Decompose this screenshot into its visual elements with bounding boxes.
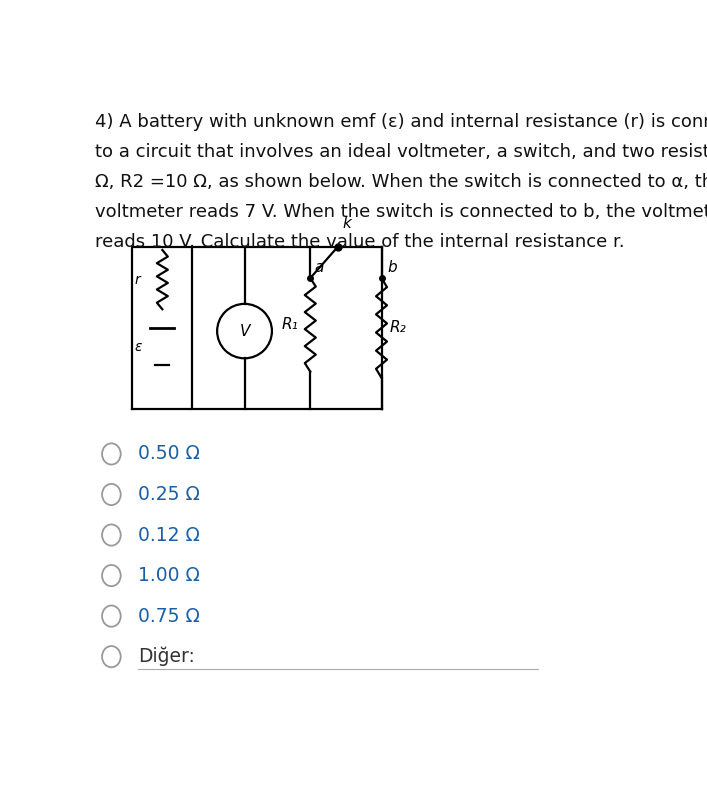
Text: voltmeter reads 7 V. When the switch is connected to b, the voltmeter: voltmeter reads 7 V. When the switch is … [95, 202, 707, 220]
Text: ε: ε [135, 339, 142, 354]
Text: 0.25 Ω: 0.25 Ω [138, 485, 199, 504]
Text: 0.12 Ω: 0.12 Ω [138, 526, 199, 544]
Text: R₁: R₁ [281, 318, 298, 332]
Text: reads 10 V. Calculate the value of the internal resistance r.: reads 10 V. Calculate the value of the i… [95, 232, 624, 250]
Text: 0.50 Ω: 0.50 Ω [138, 445, 199, 463]
Text: k: k [342, 216, 351, 232]
Text: to a circuit that involves an ideal voltmeter, a switch, and two resistors R1 =1: to a circuit that involves an ideal volt… [95, 143, 707, 160]
Text: a: a [315, 260, 324, 275]
Text: b: b [387, 260, 397, 275]
Text: 4) A battery with unknown emf (ε) and internal resistance (r) is connected: 4) A battery with unknown emf (ε) and in… [95, 113, 707, 130]
Text: r: r [135, 273, 141, 287]
Text: 0.75 Ω: 0.75 Ω [138, 607, 199, 625]
Text: V: V [240, 323, 250, 339]
Text: R₂: R₂ [390, 321, 407, 335]
Text: 1.00 Ω: 1.00 Ω [138, 566, 199, 585]
Text: Ω, R2 =10 Ω, as shown below. When the switch is connected to α, the: Ω, R2 =10 Ω, as shown below. When the sw… [95, 173, 707, 190]
Text: Diğer:: Diğer: [138, 647, 194, 667]
